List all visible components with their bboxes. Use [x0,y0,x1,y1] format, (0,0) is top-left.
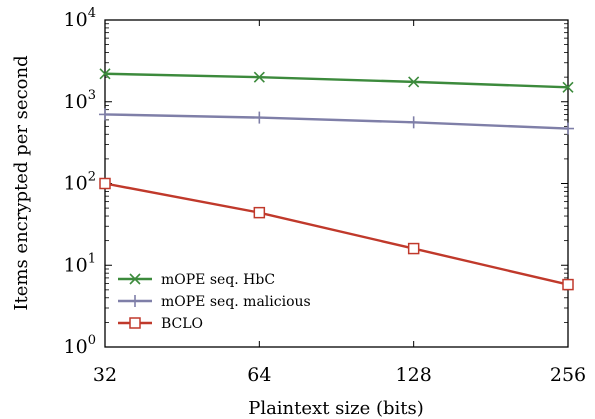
legend-marker-2 [129,317,141,329]
series-line-1 [104,113,569,130]
series-line-2 [104,182,569,286]
series-0-point-64-stroke-b [253,71,265,83]
legend-marker-0-stroke-b [129,273,141,285]
series-2-point-64 [253,206,266,219]
y-tick-label-0: 100 [64,333,96,358]
x-axis-title: Plaintext size (bits) [248,398,424,419]
series-2-point-128 [407,242,420,255]
series-0-point-128-stroke-b [408,76,420,88]
y-tick-label-3: 103 [64,88,96,113]
legend-marker-1 [129,295,141,307]
axis-ticks: 32 64 128 256 100 101 102 103 104 [64,6,587,386]
y-tick-label-4: 104 [64,6,96,31]
x-tick-label-32: 32 [93,364,117,386]
y-tick-label-2: 102 [64,170,96,195]
series-layer [99,68,574,291]
series-line-0 [104,72,569,89]
legend-label-0: mOPE seq. HbC [161,272,275,288]
series-1-point-256 [562,122,574,135]
series-0-point-256-stroke-b [562,81,574,93]
y-tick-label-1: 101 [64,251,96,276]
legend-label-1: mOPE seq. malicious [161,294,311,310]
series-0-point-256 [562,81,574,93]
y-axis-title: Items encrypted per second [11,55,32,310]
legend: mOPE seq. HbC mOPE seq. malicious BCLO [118,272,311,332]
series-0-point-128 [408,76,420,88]
series-1-point-32 [99,108,111,121]
legend-label-2: BCLO [161,316,203,332]
series-1-point-64 [253,111,266,124]
x-tick-label-256: 256 [550,364,586,386]
x-tick-label-64: 64 [247,364,271,386]
series-0-point-32 [99,68,111,80]
series-1-point-128 [407,116,420,129]
series-0-point-64 [253,71,265,83]
series-0-point-32-stroke-b [99,68,111,80]
series-2-point-32 [99,177,111,190]
series-2-point-256 [562,278,574,291]
x-tick-label-128: 128 [396,364,432,386]
legend-marker-0 [129,273,141,285]
